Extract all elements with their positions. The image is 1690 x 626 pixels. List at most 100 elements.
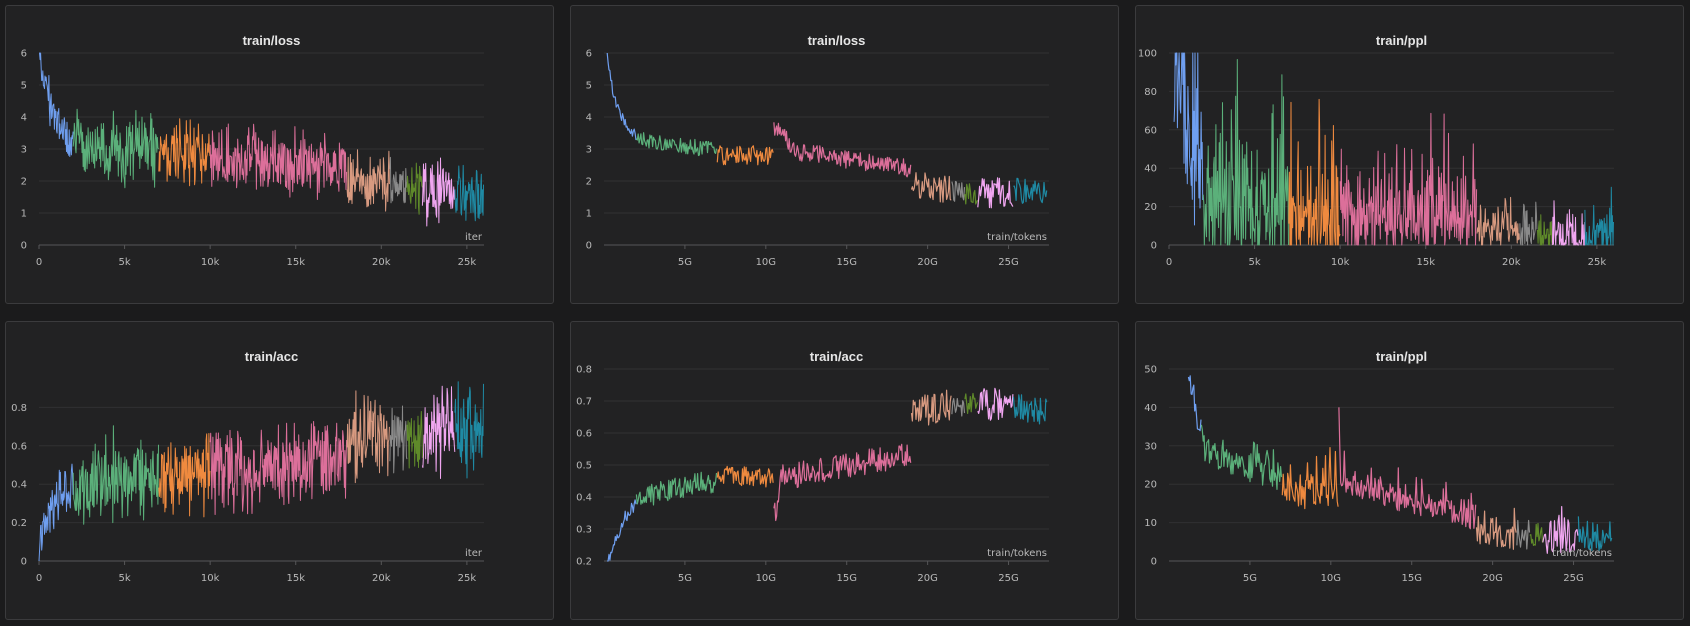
series-line [421,385,456,479]
y-tick-label: 0.4 [576,493,592,504]
series-line [72,108,159,189]
chart-svg: train/loss 0 1 2 3 4 5 6 0 5k 10k 15k 20k 25k iter [21,33,484,268]
y-tick-label: 80 [1144,87,1157,98]
chart-svg: train/acc 0.2 0.3 0.4 0.5 0.6 0.7 0.8 5G 10G 15G 20… [576,349,1049,584]
chart-svg: train/ppl 0 10 20 30 40 50 5G 10G 15G 20G 25G train/… [1144,349,1614,584]
x-tick-label: 20k [372,257,391,268]
x-tick-label: 5k [118,257,130,268]
y-tick-label: 60 [1144,125,1157,136]
chart-panel-3[interactable]: train/ppl 0 20 40 60 80 100 0 5k 10k 15k 20k 25k [1135,5,1684,304]
y-tick-label: 0.8 [11,403,27,414]
series-line [346,149,390,212]
series-line [910,172,952,203]
y-tick-label: 0 [21,241,27,252]
series-line [389,156,408,204]
series-line [1536,214,1553,246]
series-line [389,405,408,474]
x-tick-label: 15k [286,257,305,268]
x-tick-label: 25k [1588,257,1607,268]
y-tick-label: 4 [586,113,592,124]
y-tick-label: 0.2 [576,557,592,568]
y-tick-label: 40 [1144,403,1157,414]
series-line [1542,506,1579,554]
series-line [773,122,912,178]
x-tick-label: 10k [201,257,220,268]
y-tick-label: 0.5 [576,461,592,472]
y-tick-label: 0.6 [576,429,592,440]
series-line [1338,407,1477,530]
series-line [39,52,74,157]
series-line [1516,519,1531,550]
x-axis-label: train/tokens [1552,548,1612,559]
x-tick-label: 0 [1166,257,1172,268]
y-tick-label: 3 [586,145,592,156]
x-tick-label: 25k [458,257,477,268]
x-axis-label: train/tokens [987,548,1047,559]
series-line [1551,200,1586,246]
x-tick-label: 5G [1243,573,1257,584]
x-tick-label: 10k [201,573,220,584]
x-tick-label: 5k [1248,257,1260,268]
y-tick-label: 0 [1151,557,1157,568]
series-line [1584,186,1614,246]
chart-panel-5[interactable]: train/acc 0.2 0.3 0.4 0.5 0.6 0.7 0.8 5G 10G 15G 20… [570,321,1119,620]
y-tick-label: 0.2 [11,518,27,529]
series-line [1288,98,1341,246]
series-line [1475,507,1517,550]
x-tick-label: 15k [286,573,305,584]
y-tick-label: 100 [1138,49,1157,60]
x-tick-label: 10G [1321,573,1341,584]
chart-panel-6[interactable]: train/ppl 0 10 20 30 40 50 5G 10G 15G 20G 25G train/… [1135,321,1684,620]
x-tick-label: 5G [678,257,692,268]
series-line [964,183,979,205]
x-tick-label: 10k [1331,257,1350,268]
series-line [406,411,423,469]
series-line [910,389,952,426]
series-line [607,499,637,562]
series-line [454,381,484,479]
x-tick-label: 15k [1416,257,1435,268]
x-tick-label: 15G [836,257,856,268]
y-tick-label: 4 [21,113,27,124]
x-tick-label: 5G [678,573,692,584]
chart-panel-1[interactable]: train/loss 0 1 2 3 4 5 6 0 5k 10k 15k 20k 25k iter [5,5,554,304]
series-line [951,180,966,202]
y-tick-label: 5 [586,81,592,92]
series-line [1577,516,1613,552]
series-line [635,471,718,506]
y-tick-label: 2 [586,177,592,188]
x-tick-label: 25k [458,573,477,584]
x-tick-label: 20G [917,573,937,584]
x-tick-label: 20k [372,573,391,584]
series-line [421,157,456,227]
y-tick-label: 6 [586,49,592,60]
series-line [964,392,979,415]
x-axis-label: train/tokens [987,232,1047,243]
series-line [635,132,718,157]
chart-title: train/acc [810,349,863,364]
x-tick-label: 25G [1563,573,1583,584]
chart-title: train/acc [245,349,298,364]
chart-panel-2[interactable]: train/loss 0 1 2 3 4 5 6 5G 10G 15G 20G 25G train/tok… [570,5,1119,304]
series-line [454,164,484,222]
series-line [606,52,637,141]
series-line [1187,375,1202,432]
x-tick-label: 20G [917,257,937,268]
x-tick-label: 0 [36,573,42,584]
series-line [1012,394,1048,425]
x-axis-label: iter [465,548,483,559]
series-line [1202,59,1289,246]
series-line [158,433,211,518]
y-tick-label: 30 [1144,441,1157,452]
y-tick-label: 3 [21,145,27,156]
x-tick-label: 10G [756,573,776,584]
chart-svg: train/loss 0 1 2 3 4 5 6 5G 10G 15G 20G 25G train/tok… [586,33,1049,268]
y-tick-label: 0.7 [576,397,592,408]
y-tick-label: 0 [21,557,27,568]
chart-title: train/ppl [1376,33,1427,48]
chart-panel-4[interactable]: train/acc 0 0.2 0.4 0.6 0.8 0 5k 10k 15k 20k 25k ite… [5,321,554,620]
x-tick-label: 0 [36,257,42,268]
series-line [346,390,390,484]
series-line [72,425,159,525]
